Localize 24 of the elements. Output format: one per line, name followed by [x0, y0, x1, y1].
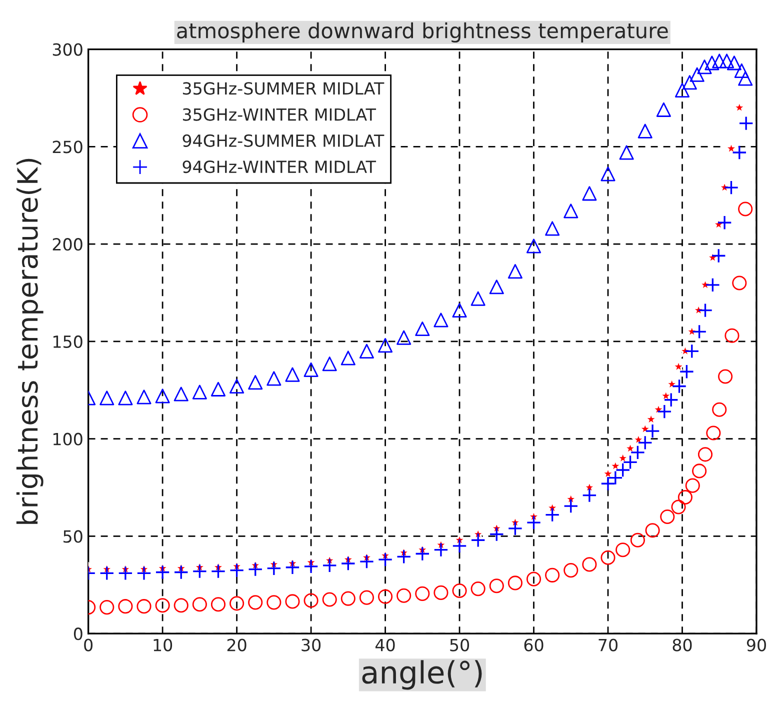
y-tick-label: 300	[52, 43, 82, 56]
x-tick-label: 10	[154, 638, 172, 652]
x-tick-label: 80	[672, 638, 692, 652]
y-tick-label: 0	[74, 628, 82, 640]
x-tick-label: 50	[450, 638, 470, 652]
y-tick-label: 150	[53, 335, 82, 348]
legend-label: 94GHz-WINTER MIDLAT	[182, 160, 376, 174]
x-tick-label: 70	[598, 638, 618, 652]
y-tick-label: 200	[52, 238, 82, 251]
legend-label: 94GHz-SUMMER MIDLAT	[182, 134, 384, 147]
x-axis-title: angle(°)	[362, 660, 482, 690]
y-tick-label: 50	[64, 530, 82, 543]
x-tick-label: 30	[302, 638, 321, 652]
x-tick-label: 0	[84, 638, 93, 652]
y-axis-title: brightness temperature(K)	[16, 158, 44, 524]
legend-label: 35GHz-WINTER MIDLAT	[182, 108, 376, 121]
y-tick-label: 100	[53, 432, 82, 446]
x-tick-label: 20	[227, 638, 246, 652]
x-tick-label: 90	[746, 638, 766, 652]
x-tick-label: 40	[375, 638, 395, 652]
x-tick-label: 60	[524, 638, 544, 652]
y-tick-label: 250	[52, 140, 82, 154]
chart-title: atmosphere downward brightness temperature	[177, 22, 668, 42]
legend-label: 35GHz-SUMMER MIDLAT	[182, 82, 384, 95]
